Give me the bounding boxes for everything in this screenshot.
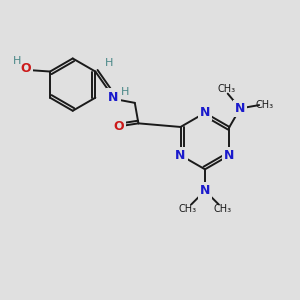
Text: H: H xyxy=(105,58,113,68)
Text: H: H xyxy=(13,56,22,66)
Text: N: N xyxy=(224,149,235,162)
Text: H: H xyxy=(120,87,129,97)
Text: N: N xyxy=(175,149,186,162)
Text: CH₃: CH₃ xyxy=(256,100,274,110)
Text: N: N xyxy=(108,91,119,103)
Text: CH₃: CH₃ xyxy=(213,204,231,214)
Text: N: N xyxy=(200,106,210,119)
Text: N: N xyxy=(200,184,210,197)
Text: O: O xyxy=(113,120,124,133)
Text: CH₃: CH₃ xyxy=(179,204,197,214)
Text: N: N xyxy=(235,102,245,115)
Text: O: O xyxy=(20,62,31,75)
Text: CH₃: CH₃ xyxy=(217,84,235,94)
